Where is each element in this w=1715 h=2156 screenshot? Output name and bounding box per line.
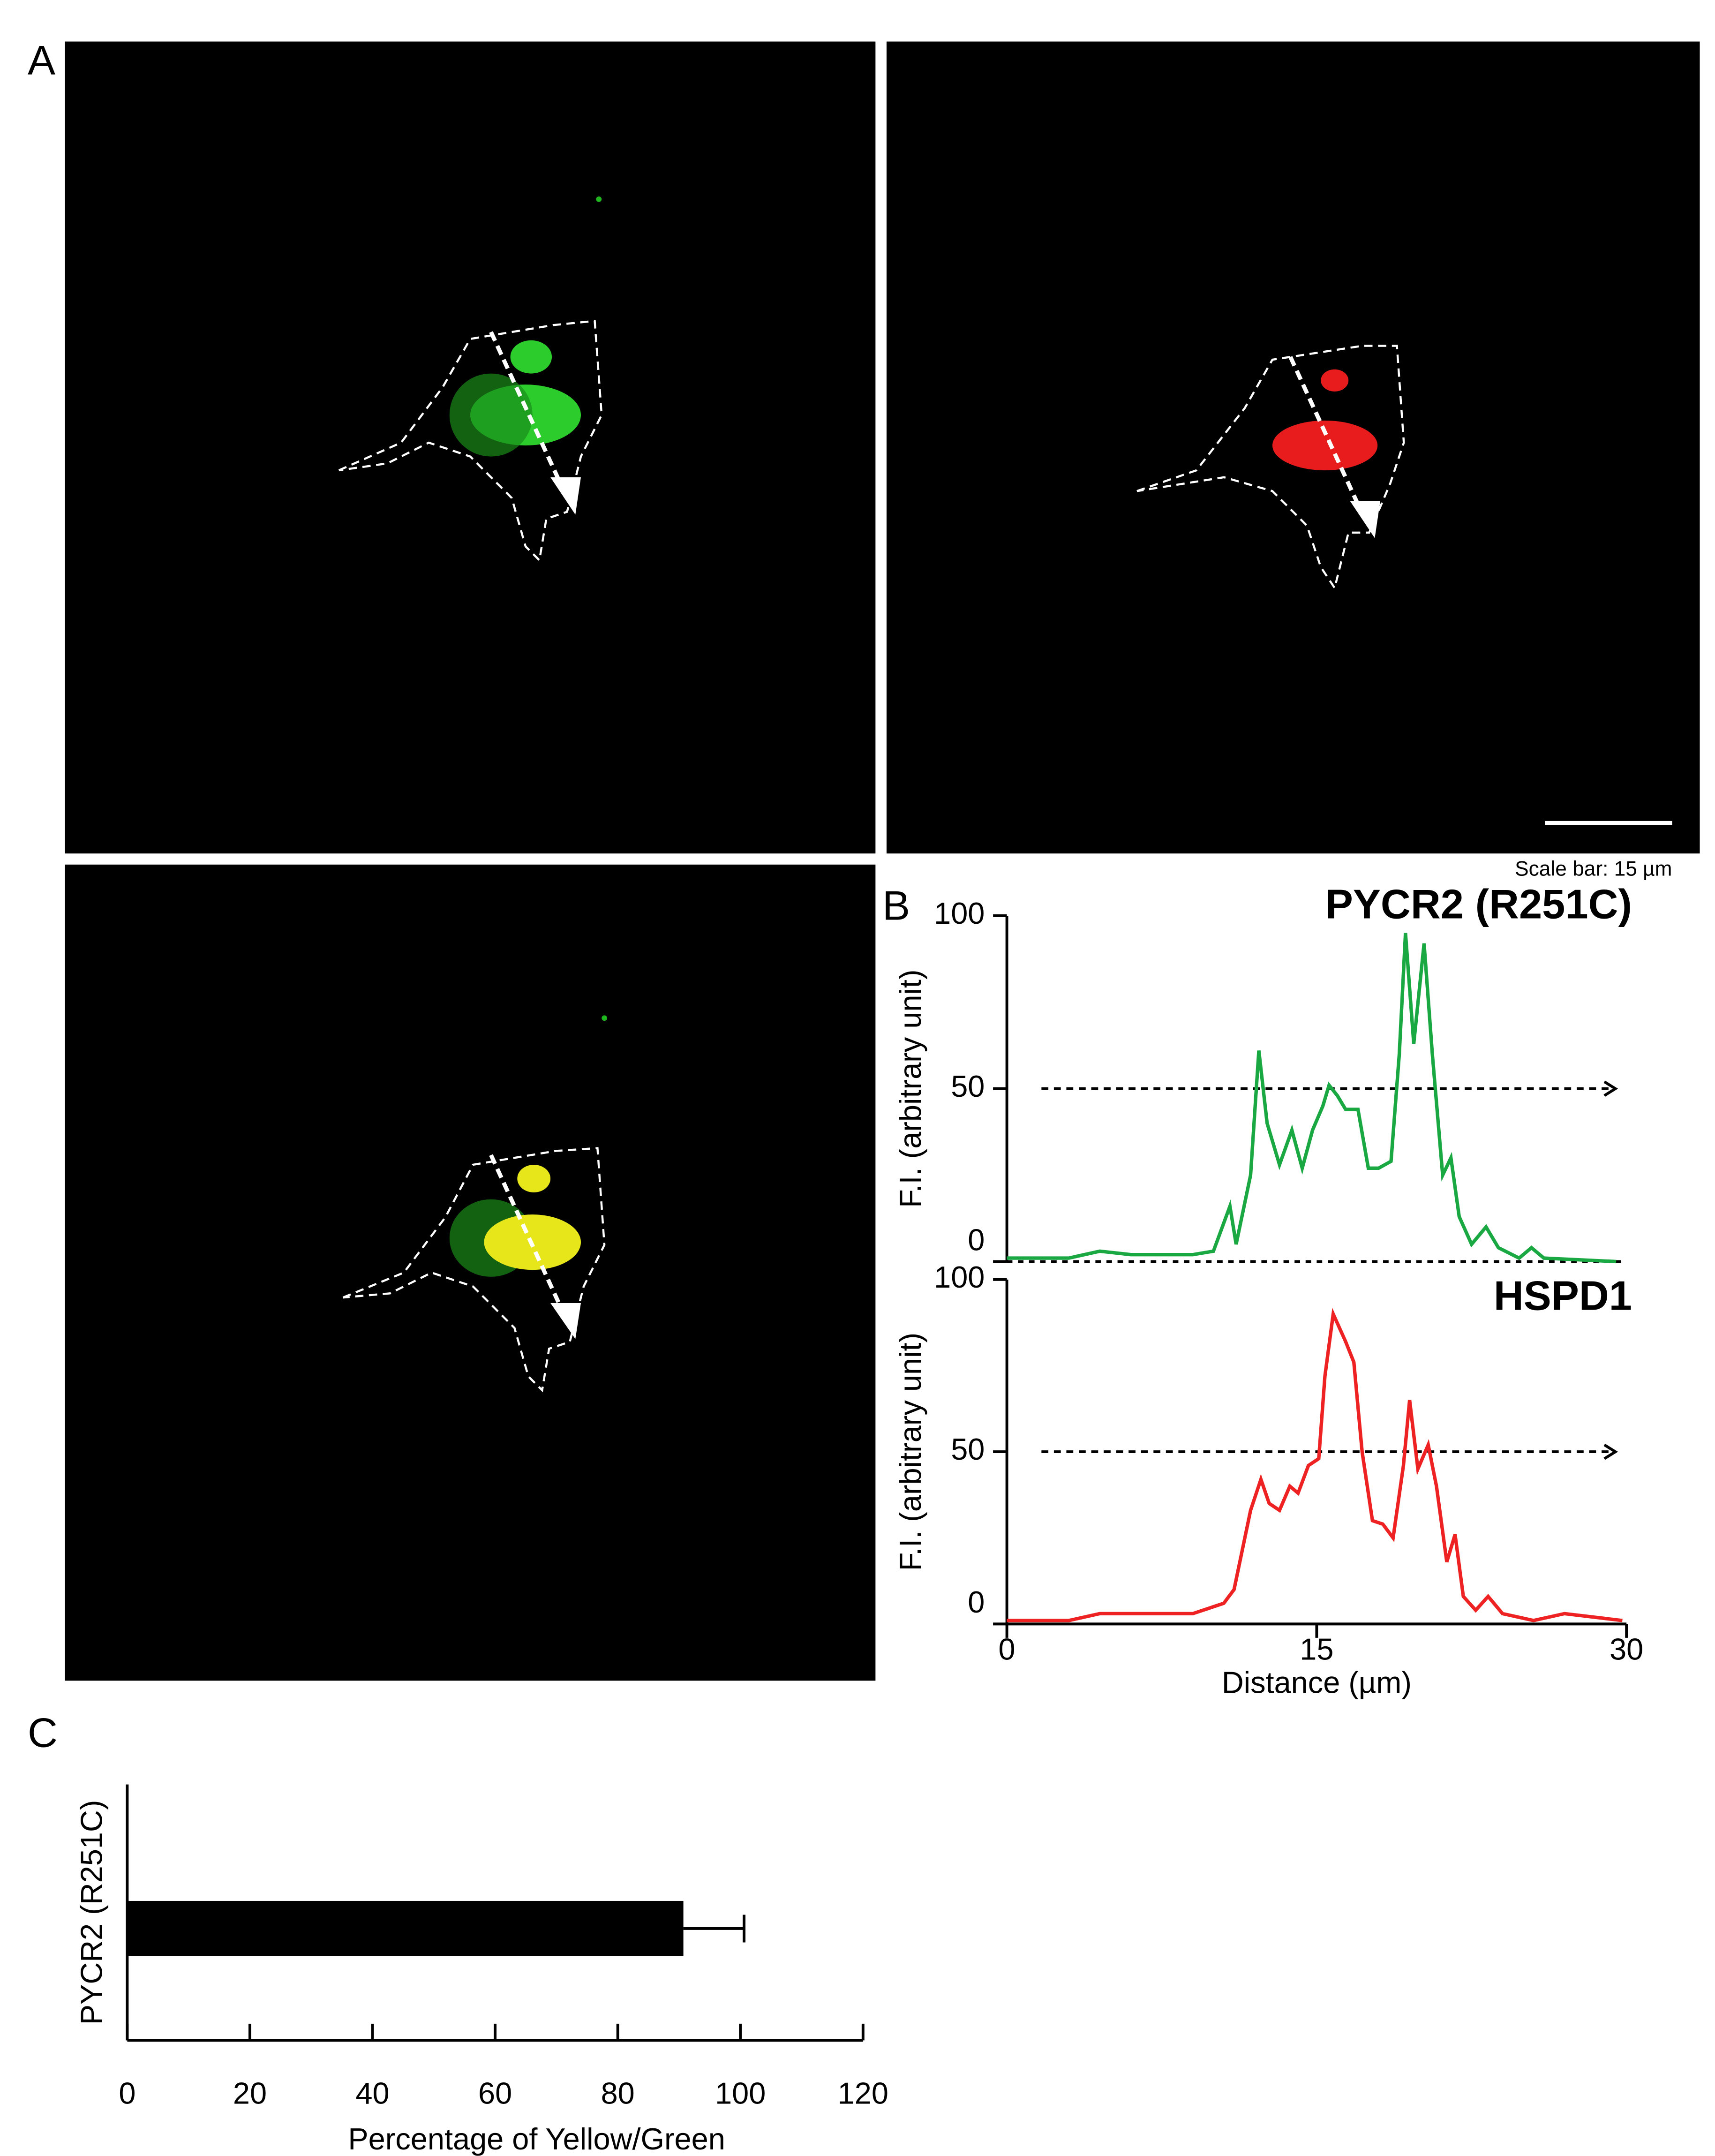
x-tick-label: 20 <box>233 2076 267 2110</box>
image-merge <box>65 864 876 1681</box>
y-axis-label: F.I. (arbitrary unit) <box>893 1333 927 1571</box>
x-tick-label: 40 <box>355 2076 389 2110</box>
reference-arrow <box>1603 1080 1618 1097</box>
x-tick-label: 0 <box>999 1632 1015 1666</box>
x-tick-label: 15 <box>1300 1632 1333 1666</box>
y-tick-label: 50 <box>951 1069 985 1103</box>
scale-bar-label: Scale bar: 15 µm <box>1515 857 1672 880</box>
panel-label: B <box>882 882 910 929</box>
y-tick-label: 100 <box>934 896 985 930</box>
series-line <box>1007 1307 1623 1622</box>
y-tick-label: 100 <box>934 1260 985 1294</box>
y-tick-label: 0 <box>968 1222 985 1257</box>
y-tick-label: 0 <box>968 1585 985 1619</box>
panel-label: A <box>28 37 55 83</box>
legend-label: HSPD1 <box>1494 1272 1632 1319</box>
series-line <box>1007 933 1617 1264</box>
x-axis-label: Distance (µm) <box>1222 1665 1412 1699</box>
legend-label: PYCR2 (R251C) <box>1325 881 1632 927</box>
image-green <box>65 41 876 854</box>
error-bar <box>683 1915 746 1943</box>
y-tick-label: PYCR2 (R251C) <box>75 1800 109 2025</box>
bar <box>127 1900 684 1956</box>
image-red <box>886 41 1700 854</box>
panel-label: C <box>28 1710 58 1756</box>
image-label: Merge <box>76 1624 198 1670</box>
x-tick-label: 80 <box>601 2076 635 2110</box>
x-tick-label: 30 <box>1610 1632 1643 1666</box>
x-tick-label: 0 <box>119 2076 135 2110</box>
y-axis-label: F.I. (arbitrary unit) <box>893 970 927 1208</box>
image-label: HSPD1 <box>898 801 1036 847</box>
x-tick-label: 120 <box>838 2076 888 2110</box>
y-tick-label: 50 <box>951 1432 985 1466</box>
reference-arrow <box>1603 1443 1618 1460</box>
x-tick-label: 100 <box>715 2076 766 2110</box>
x-tick-label: 60 <box>478 2076 512 2110</box>
image-label: PYCR2 (R251C) <box>76 801 383 847</box>
x-axis-label: Percentage of Yellow/Green <box>348 2122 725 2156</box>
